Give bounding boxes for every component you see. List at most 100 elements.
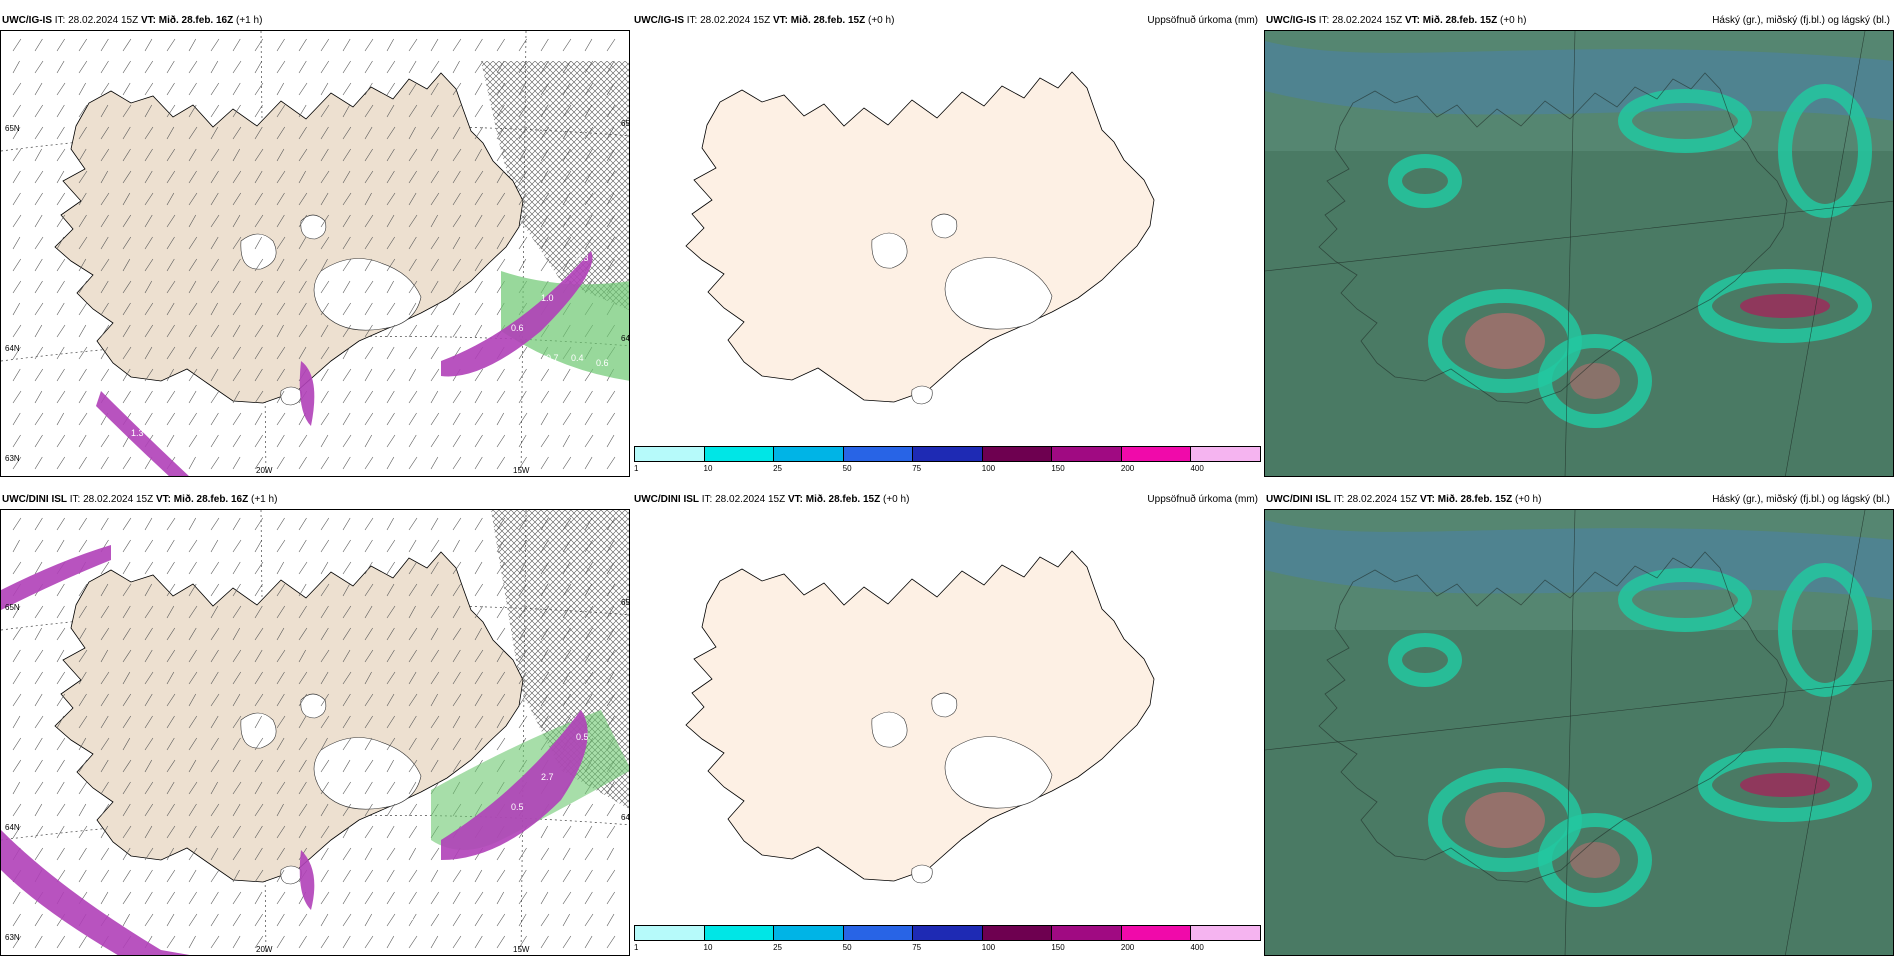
wind-barb (364, 583, 374, 597)
wind-barb (364, 324, 373, 338)
wind-barb (364, 869, 374, 883)
wind-barb (210, 258, 219, 272)
wind-barb (452, 759, 462, 773)
wind-barb (540, 456, 549, 470)
init-time: 28.02.2024 15Z (1332, 15, 1403, 26)
panel-wind-precip-dini: UWC/DINI ISL IT: 28.02.2024 15Z VT: Mið.… (0, 491, 630, 956)
wind-barb (34, 605, 44, 619)
wind-barb (210, 693, 220, 707)
wind-barb (430, 605, 440, 619)
wind-barb (452, 671, 461, 685)
wind-barb (320, 759, 330, 773)
wind-barb (386, 517, 394, 531)
wind-barb (166, 82, 175, 96)
wind-barb (232, 38, 241, 52)
wind-barb (474, 737, 483, 751)
wind-barb (540, 368, 550, 382)
wind-barb (254, 649, 263, 663)
wind-barb (298, 236, 307, 250)
wind-barb (166, 759, 176, 773)
wind-barb (144, 891, 153, 905)
wind-barb (430, 935, 439, 949)
wind-barb (474, 60, 484, 74)
wind-barb (342, 434, 352, 448)
wind-barb (34, 324, 43, 338)
wind-barb (166, 214, 176, 228)
wind-barb (320, 60, 330, 74)
wind-barb (474, 412, 484, 426)
wind-barb (210, 583, 220, 597)
wind-barb (584, 434, 594, 448)
precip-value-label: 1.3 (131, 428, 144, 438)
axis-label: 65N (5, 124, 20, 133)
wind-barb (562, 434, 570, 448)
lead-time: (+0 h) (883, 494, 910, 505)
wind-barb (232, 280, 241, 294)
wind-barb (408, 236, 417, 250)
wind-barb (276, 192, 285, 206)
wind-barb (166, 434, 175, 448)
wind-barb (254, 913, 263, 927)
wind-barb (210, 192, 219, 206)
wind-barb (342, 781, 351, 795)
valid-time: Mið. 28.feb. 15Z (790, 15, 866, 26)
wind-barb (276, 627, 285, 641)
wind-barb (342, 236, 351, 250)
wind-barb (474, 869, 483, 883)
low-cloud-contour (1388, 154, 1462, 208)
wind-barb (408, 649, 417, 663)
wind-barb (210, 913, 219, 927)
wind-barb (232, 913, 241, 927)
wind-barb (232, 781, 242, 795)
colorbar-tick-label: 150 (1051, 464, 1065, 473)
iceland-land (54, 72, 524, 404)
wind-barb (210, 781, 218, 795)
wind-barb (320, 781, 329, 795)
wind-barb (188, 192, 198, 206)
wind-barb (188, 82, 197, 96)
wind-barb (584, 456, 593, 470)
wind-barb (408, 671, 417, 685)
wind-barb (562, 148, 571, 162)
wind-barb (518, 82, 526, 96)
coastline (1318, 72, 1788, 404)
graticule-line (1265, 679, 1893, 751)
wind-barb (56, 214, 66, 228)
wind-barb (12, 913, 21, 927)
map-svg (685, 550, 1155, 884)
iceland-land (54, 551, 524, 883)
wind-barb (364, 759, 374, 773)
wind-barb (276, 539, 286, 553)
map-svg (1265, 31, 1893, 476)
wind-barb (408, 38, 418, 52)
cloud-core (1465, 792, 1545, 848)
wind-barb (298, 715, 307, 729)
wind-barb (562, 258, 571, 272)
wind-barb (474, 104, 483, 118)
wind-barb (100, 192, 110, 206)
wind-barb (562, 891, 572, 905)
wind-barb (188, 214, 197, 228)
wind-barb (496, 170, 505, 184)
wind-barb (342, 627, 351, 641)
colorbar-cell (703, 925, 775, 941)
wind-barb (34, 715, 44, 729)
wind-barb (210, 280, 220, 294)
wind-barb (562, 913, 570, 927)
glacier (240, 712, 277, 749)
wind-barb (232, 302, 242, 316)
wind-barb (56, 627, 66, 641)
low-cloud-contour (1778, 563, 1872, 697)
low-cloud-contour (1698, 748, 1872, 822)
wind-barb (408, 781, 417, 795)
glacier (931, 692, 958, 718)
wind-barb (408, 825, 418, 839)
wind-barb (430, 869, 439, 883)
wind-barb (166, 126, 175, 140)
wind-barb (342, 258, 352, 272)
wind-barb (122, 825, 132, 839)
wind-barb (562, 803, 571, 817)
wind-barb (144, 258, 154, 272)
wind-barb (430, 891, 440, 905)
wind-barb (12, 539, 20, 553)
